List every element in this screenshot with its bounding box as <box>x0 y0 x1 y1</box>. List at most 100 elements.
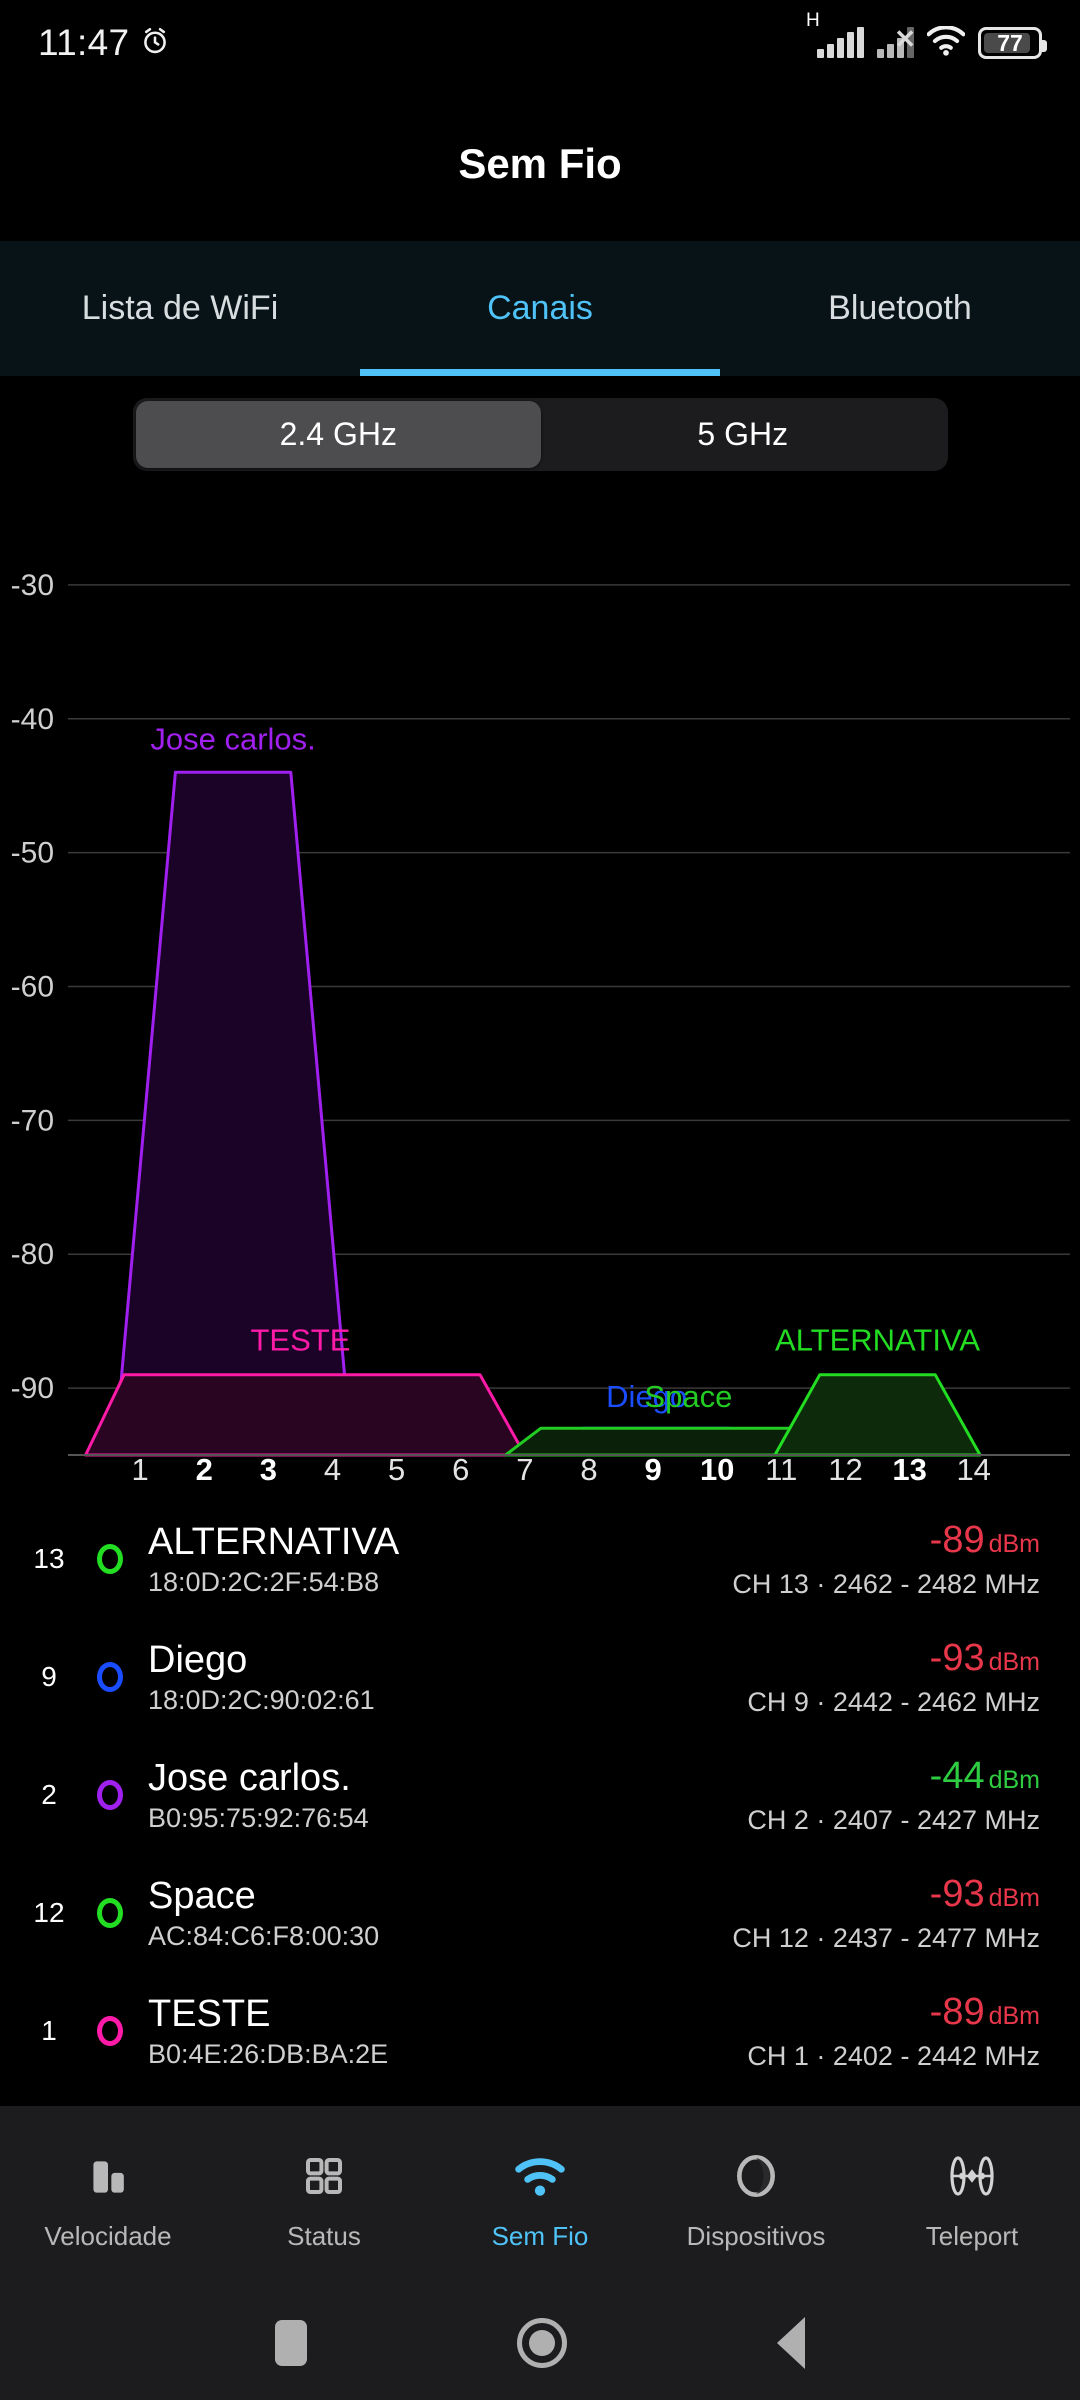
tab-label: Canais <box>487 289 593 327</box>
android-navigation-bar <box>0 2286 1080 2400</box>
battery-percent-label: 77 <box>997 29 1023 56</box>
channel-tick-label: 13 <box>892 1452 927 1487</box>
channel-tick-label: 3 <box>259 1452 278 1487</box>
channel-tick-label: 14 <box>956 1452 991 1487</box>
network-color-dot <box>97 1898 123 1928</box>
network-rssi: -44 dBm <box>930 1755 1040 1801</box>
bottom-navigation: Velocidade Status Sem Fio <box>0 2106 1080 2286</box>
network-list-item[interactable]: 9 Diego 18:0D:2C:90:02:61 -93 dBm CH 9 · 2442… <box>0 1618 1080 1736</box>
network-ssid: Diego <box>148 1639 248 1681</box>
channel-tick-label: 2 <box>195 1452 213 1487</box>
nav-item-label: Status <box>287 2220 361 2251</box>
channel-tick-label: 8 <box>580 1452 598 1487</box>
nav-item-label: Velocidade <box>44 2220 172 2251</box>
nav-item-label: Sem Fio <box>491 2220 589 2251</box>
back-triangle-icon[interactable] <box>777 2317 805 2369</box>
network-color-dot-wrap <box>80 2016 140 2046</box>
nav-item-status[interactable]: Status <box>216 2106 432 2286</box>
network-rssi: -93 dBm <box>930 1637 1040 1683</box>
network-list-item[interactable]: 2 Jose carlos. B0:95:75:92:76:54 -44 dBm CH 2… <box>0 1736 1080 1854</box>
network-color-dot <box>97 2016 123 2046</box>
recents-square-icon[interactable] <box>275 2320 307 2366</box>
y-axis-tick-label: -70 <box>11 1104 54 1137</box>
status-bar: 11:47 H ✕ <box>0 0 1080 86</box>
network-channel-number: 12 <box>33 1897 65 1928</box>
series-teste <box>84 1373 527 1457</box>
network-rssi: -93 dBm <box>930 1873 1040 1919</box>
network-frequency-range: CH 12 · 2437 - 2477 MHz <box>732 1923 1040 1953</box>
network-channel-number: 1 <box>41 2015 57 2046</box>
network-metrics: -89 dBm CH 13 · 2462 - 2482 MHz <box>732 1519 1040 1599</box>
network-frequency-range: CH 1 · 2402 - 2442 MHz <box>747 2041 1040 2071</box>
series-label: TESTE <box>250 1323 350 1358</box>
network-metrics: -44 dBm CH 2 · 2407 - 2427 MHz <box>747 1755 1040 1835</box>
network-color-dot <box>97 1662 123 1692</box>
series-label: Jose carlos. <box>150 722 315 757</box>
network-frequency-range: CH 13 · 2462 - 2482 MHz <box>732 1569 1040 1599</box>
band-option-label: 5 GHz <box>697 416 789 452</box>
tab-label: Bluetooth <box>828 289 972 327</box>
channel-tick-label: 9 <box>644 1452 662 1487</box>
tab-bar: Lista de WiFi Canais Bluetooth <box>0 241 1080 376</box>
network-info: Jose carlos. B0:95:75:92:76:54 <box>140 1757 747 1833</box>
home-circle-icon[interactable] <box>517 2318 567 2368</box>
band-option-5ghz[interactable]: 5 GHz <box>541 401 946 468</box>
series-label: Diego <box>606 1379 687 1414</box>
y-axis-tick-label: -40 <box>11 703 54 736</box>
tab-bluetooth[interactable]: Bluetooth <box>720 241 1080 376</box>
alarm-clock-icon <box>139 25 171 62</box>
series-area <box>84 1373 527 1457</box>
status-bar-right: H ✕ 77 <box>806 10 1047 61</box>
series-area <box>773 1373 982 1457</box>
circle-icon <box>731 2147 781 2205</box>
network-color-dot-wrap <box>80 1898 140 1928</box>
band-option-label: 2.4 GHz <box>279 416 397 452</box>
network-rssi-value: -89 <box>929 1519 985 1561</box>
channel-axis-labels: 1 2 3 4 5 6 7 8 9 10 11 12 13 14 <box>0 1452 1080 1514</box>
network-rssi-unit: dBm <box>988 1884 1040 1912</box>
network-ssid: Jose carlos. <box>148 1757 351 1799</box>
channel-tick-label: 1 <box>131 1452 149 1487</box>
nav-item-teleport[interactable]: Teleport <box>864 2106 1080 2286</box>
band-option-2-4ghz[interactable]: 2.4 GHz <box>136 401 541 468</box>
network-rssi-value: -93 <box>929 1637 985 1679</box>
nav-item-label: Teleport <box>925 2220 1019 2251</box>
network-rssi-value: -93 <box>929 1873 985 1915</box>
grid-icon <box>300 2147 348 2205</box>
network-ssid: ALTERNATIVA <box>148 1521 400 1563</box>
nav-item-velocidade[interactable]: Velocidade <box>0 2106 216 2286</box>
network-list-item[interactable]: 13 ALTERNATIVA 18:0D:2C:2F:54:B8 -89 dBm CH 1… <box>0 1500 1080 1618</box>
page-title: Sem Fio <box>458 139 622 187</box>
teleport-icon <box>944 2147 1000 2205</box>
tab-canais[interactable]: Canais <box>360 241 720 376</box>
clock: 11:47 <box>38 22 130 63</box>
network-color-dot-wrap <box>80 1544 140 1574</box>
network-list[interactable]: 13 ALTERNATIVA 18:0D:2C:2F:54:B8 -89 dBm CH 1… <box>0 1500 1080 2090</box>
channel-tick-label: 7 <box>516 1452 534 1487</box>
network-mac-address: 18:0D:2C:2F:54:B8 <box>148 1567 380 1597</box>
nav-item-sem-fio[interactable]: Sem Fio <box>432 2106 648 2286</box>
network-color-dot <box>97 1780 123 1810</box>
network-list-item[interactable]: 1 TESTE B0:4E:26:DB:BA:2E -89 dBm CH 1 · 2402… <box>0 1972 1080 2090</box>
status-bar-left: 11:47 <box>38 22 171 64</box>
network-rssi-value: -44 <box>929 1755 985 1797</box>
network-type-label: H <box>806 10 820 31</box>
channel-tick-label: 12 <box>828 1452 863 1487</box>
network-rssi-unit: dBm <box>988 2002 1040 2030</box>
network-rssi-unit: dBm <box>988 1530 1040 1558</box>
channel-graph[interactable]: -30 -40 -50 -60 -70 -80 -90 Jose carlos. TESTE Di… <box>0 500 1080 1460</box>
network-list-item[interactable]: 12 Space AC:84:C6:F8:00:30 -93 dBm CH 12 · 24… <box>0 1854 1080 1972</box>
y-axis-tick-label: -60 <box>11 971 54 1004</box>
network-color-dot <box>97 1544 123 1574</box>
nav-item-dispositivos[interactable]: Dispositivos <box>648 2106 864 2286</box>
network-info: ALTERNATIVA 18:0D:2C:2F:54:B8 <box>140 1521 732 1597</box>
tab-lista-de-wifi[interactable]: Lista de WiFi <box>0 241 360 376</box>
channel-tick-label: 6 <box>452 1452 470 1487</box>
network-channel-number: 9 <box>41 1661 57 1692</box>
network-rssi-unit: dBm <box>988 1648 1040 1676</box>
network-rssi-unit: dBm <box>988 1766 1040 1794</box>
channel-tick-label: 11 <box>765 1452 798 1487</box>
band-selector: 2.4 GHz 5 GHz <box>133 398 948 471</box>
channel-tick-label: 10 <box>699 1452 735 1487</box>
